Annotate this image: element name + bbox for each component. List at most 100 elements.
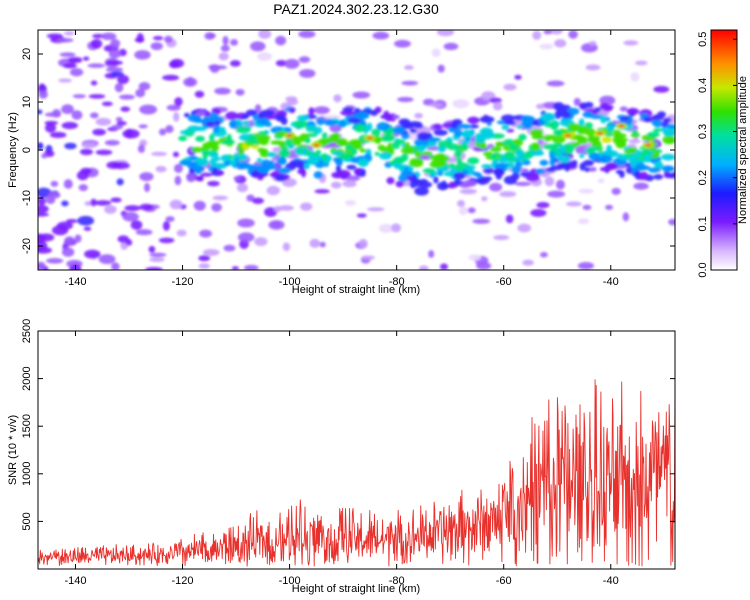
heat-cell — [299, 68, 316, 78]
heat-cell — [631, 129, 638, 135]
heat-cell — [300, 202, 313, 211]
heat-cell — [454, 149, 463, 159]
heat-cell — [207, 180, 220, 187]
heat-cell — [139, 172, 154, 182]
heat-cell — [340, 110, 355, 116]
heat-cell — [196, 175, 204, 182]
heat-cell — [137, 144, 145, 153]
heat-cell — [139, 104, 158, 115]
heat-cell — [274, 174, 287, 182]
heat-cell — [179, 130, 190, 135]
bottom-xlabel: Height of straight line (km) — [292, 583, 420, 595]
bottom-xtick-label: -40 — [603, 575, 619, 587]
heat-cell — [111, 124, 124, 130]
heat-cell — [428, 155, 438, 160]
heat-cell — [275, 59, 288, 67]
heat-cell — [98, 254, 116, 265]
heat-cell — [135, 88, 146, 98]
heat-cell — [115, 117, 123, 122]
heat-cell — [571, 159, 578, 167]
heat-cell — [493, 168, 504, 176]
heat-cell — [653, 85, 670, 93]
heat-cell — [441, 180, 447, 190]
heat-cell — [515, 149, 525, 157]
heat-cell — [493, 234, 510, 241]
heat-cell — [81, 142, 98, 149]
heat-cell — [422, 168, 436, 174]
heat-cell — [381, 134, 395, 141]
heat-cell — [391, 141, 401, 150]
heat-cell — [414, 186, 429, 196]
heat-cell — [134, 37, 145, 43]
heat-cell — [266, 185, 281, 196]
heat-cell — [83, 226, 92, 231]
heat-cell — [529, 151, 545, 156]
heat-cell — [226, 133, 232, 142]
heat-cell — [619, 170, 625, 178]
heat-cell — [335, 137, 348, 147]
heat-cell — [38, 212, 50, 217]
heat-cell — [395, 180, 404, 188]
heat-cell — [453, 172, 466, 180]
heat-cell — [647, 131, 660, 138]
heat-cell — [214, 120, 221, 126]
heat-cell — [257, 131, 268, 136]
heat-cell — [530, 208, 547, 217]
heat-cell — [459, 144, 470, 150]
heat-cell — [124, 205, 141, 212]
heat-cell — [619, 106, 628, 112]
heat-cell — [61, 104, 74, 115]
heat-cell — [623, 40, 639, 46]
heat-cell — [517, 223, 531, 233]
heat-cell — [188, 168, 195, 175]
heat-cell — [553, 153, 563, 158]
heat-cell — [505, 214, 514, 224]
heat-cell — [49, 131, 67, 139]
heat-cell — [333, 94, 342, 103]
heat-cell — [504, 151, 515, 160]
heat-cell — [69, 68, 84, 77]
heat-cell — [500, 114, 516, 122]
heat-cell — [398, 174, 408, 183]
bottom-xtick-label: -80 — [389, 575, 405, 587]
heat-cell — [106, 161, 121, 169]
heat-cell — [252, 197, 264, 204]
heat-cell — [212, 167, 218, 173]
heat-cell — [229, 159, 237, 165]
heat-cell — [90, 80, 98, 86]
heat-cell — [44, 120, 59, 125]
heat-cell — [634, 170, 641, 180]
heat-cell — [77, 215, 95, 226]
heat-cell — [499, 191, 517, 198]
colorbar-tick-label: 0.2 — [697, 170, 709, 185]
heat-cell — [309, 238, 321, 248]
heat-cell — [270, 140, 284, 145]
heat-cell — [148, 245, 156, 253]
heat-cell — [271, 221, 281, 228]
heat-cell — [194, 90, 205, 98]
heat-cell — [628, 139, 641, 144]
heat-cell — [578, 118, 585, 127]
heat-cell — [149, 257, 165, 262]
colorbar-scale — [710, 29, 738, 271]
heat-cell — [282, 242, 291, 252]
heat-cell — [276, 157, 287, 166]
heat-cell — [512, 139, 520, 145]
heat-cell — [273, 205, 282, 213]
heat-cell — [120, 106, 131, 112]
heat-cell — [187, 114, 202, 123]
heat-cell — [579, 153, 585, 159]
heat-cell — [615, 137, 629, 142]
heat-cell — [331, 150, 343, 156]
heat-cell — [377, 144, 386, 151]
heat-cell — [409, 158, 424, 164]
heat-cell — [626, 107, 640, 115]
heat-cell — [577, 138, 588, 145]
heat-cell — [608, 150, 619, 158]
spectrogram-heat — [38, 30, 675, 270]
heat-cell — [573, 97, 581, 107]
heat-cell — [218, 52, 229, 61]
heat-cell — [618, 124, 625, 128]
heat-cell — [95, 117, 112, 126]
